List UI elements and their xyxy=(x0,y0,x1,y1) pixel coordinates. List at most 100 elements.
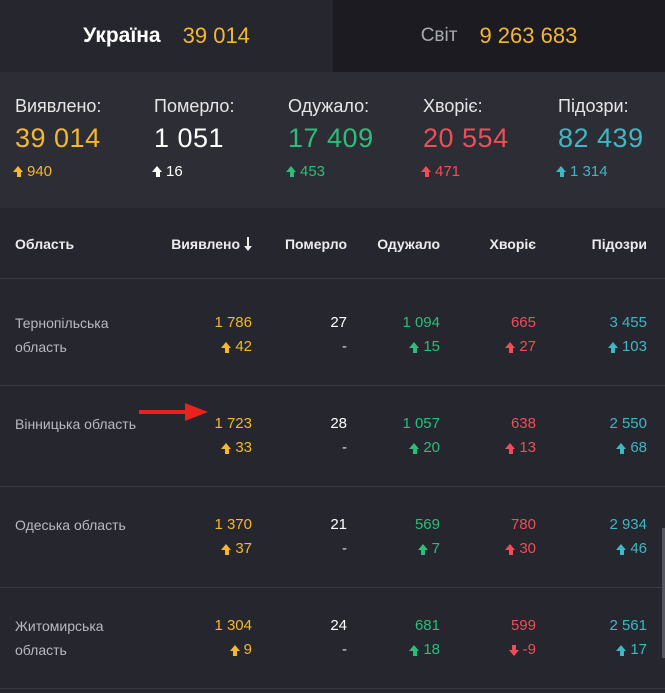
regions-table: Область Виявлено Померло Одужало Хворіє … xyxy=(0,208,665,693)
detected-cell: 1 370 37 xyxy=(214,513,252,561)
sick-cell: 665 27 xyxy=(505,311,536,359)
table-body: Тернопільська область 1 786 42 27 - 1 09… xyxy=(0,285,665,689)
suspected-cell: 2 934 46 xyxy=(609,513,647,561)
arrow-up-icon xyxy=(616,442,627,454)
table-row[interactable]: Одеська область 1 370 37 21 - 569 7 780 … xyxy=(0,487,665,588)
recovered-delta: 7 xyxy=(415,537,440,561)
region-name: Вінницька область xyxy=(15,416,136,432)
tab-world[interactable]: Світ 9 263 683 xyxy=(333,0,665,72)
delta-value: 42 xyxy=(235,338,252,355)
stat-value: 20 554 xyxy=(423,123,509,153)
region-name: Одеська область xyxy=(15,517,126,533)
recovered-cell: 569 7 xyxy=(415,513,440,561)
sick-cell: 638 13 xyxy=(505,412,536,460)
delta-value: - xyxy=(342,439,347,456)
sort-down-arrow-icon xyxy=(244,237,252,251)
stat-label: Підозри: xyxy=(558,96,629,116)
stat-delta: 453 xyxy=(286,163,374,180)
detected-cell: 1 304 9 xyxy=(214,614,252,662)
detected-value: 1 786 xyxy=(214,314,252,331)
arrow-up-icon xyxy=(409,442,420,454)
arrow-up-icon xyxy=(152,166,162,177)
stat-delta-value: 940 xyxy=(27,163,53,180)
delta-value: 37 xyxy=(235,540,252,557)
sick-cell: 780 30 xyxy=(505,513,536,561)
header-detected-label: Виявлено xyxy=(171,236,240,252)
header-detected[interactable]: Виявлено xyxy=(171,236,252,252)
suspected-delta: 17 xyxy=(609,638,647,662)
delta-value: 7 xyxy=(431,540,440,557)
stat-suspected: Підозри: 82 439 1 314 xyxy=(556,96,644,180)
table-row[interactable]: Вінницька область 1 723 33 28 - 1 057 20… xyxy=(0,386,665,487)
table-row[interactable]: Тернопільська область 1 786 42 27 - 1 09… xyxy=(0,285,665,386)
tab-world-count: 9 263 683 xyxy=(479,23,578,48)
scrollbar[interactable] xyxy=(662,528,665,658)
recovered-cell: 681 18 xyxy=(409,614,440,662)
sick-delta: 30 xyxy=(505,537,536,561)
delta-value: 33 xyxy=(235,439,252,456)
recovered-delta: 18 xyxy=(409,638,440,662)
stat-dead: Померло: 1 051 16 xyxy=(152,96,234,180)
tab-ukraine-name: Україна xyxy=(83,24,161,47)
delta-value: - xyxy=(342,338,347,355)
dead-value: 21 xyxy=(330,516,347,533)
suspected-cell: 2 561 17 xyxy=(609,614,647,662)
stat-detected: Виявлено: 39 014 940 xyxy=(13,96,101,180)
sick-value: 638 xyxy=(510,415,536,432)
header-dead[interactable]: Померло xyxy=(284,236,347,252)
arrow-up-icon xyxy=(221,341,232,353)
stat-delta: 940 xyxy=(13,163,101,180)
sick-value: 780 xyxy=(510,516,536,533)
arrow-up-icon xyxy=(607,341,618,353)
detected-delta: 33 xyxy=(214,436,252,460)
arrow-up-icon xyxy=(616,543,627,555)
stat-recovered: Одужало: 17 409 453 xyxy=(286,96,374,180)
stat-value: 17 409 xyxy=(288,123,374,153)
stat-delta-value: 471 xyxy=(435,163,461,180)
recovered-value: 569 xyxy=(414,516,440,533)
dead-value: 28 xyxy=(330,415,347,432)
suspected-delta: 68 xyxy=(609,436,647,460)
delta-value: 68 xyxy=(630,439,647,456)
arrow-up-icon xyxy=(286,166,296,177)
sick-cell: 599 -9 xyxy=(508,614,536,662)
recovered-value: 1 057 xyxy=(402,415,440,432)
dead-value: 24 xyxy=(330,617,347,634)
table-header: Область Виявлено Померло Одужало Хворіє … xyxy=(0,208,665,279)
dead-cell: 27 - xyxy=(330,311,347,359)
recovered-value: 681 xyxy=(414,617,440,634)
arrow-up-icon xyxy=(556,166,566,177)
detected-delta: 42 xyxy=(214,335,252,359)
header-sick[interactable]: Хворіє xyxy=(489,236,536,252)
arrow-up-icon xyxy=(421,166,431,177)
stat-delta-value: 16 xyxy=(166,163,183,180)
arrow-down-icon xyxy=(508,644,519,656)
delta-value: 13 xyxy=(519,439,536,456)
dead-cell: 21 - xyxy=(330,513,347,561)
header-suspected[interactable]: Підозри xyxy=(591,236,647,252)
dead-delta: - xyxy=(330,335,347,359)
delta-value: 27 xyxy=(519,338,536,355)
delta-value: 18 xyxy=(423,641,440,658)
delta-value: -9 xyxy=(522,641,536,658)
suspected-value: 2 934 xyxy=(609,516,647,533)
arrow-up-icon xyxy=(409,341,420,353)
recovered-cell: 1 094 15 xyxy=(402,311,440,359)
recovered-cell: 1 057 20 xyxy=(402,412,440,460)
tab-ukraine[interactable]: Україна 39 014 xyxy=(0,0,333,72)
suspected-cell: 2 550 68 xyxy=(609,412,647,460)
tab-world-name: Світ xyxy=(420,25,458,46)
suspected-delta: 103 xyxy=(607,335,647,359)
header-region[interactable]: Область xyxy=(15,236,75,252)
dead-delta: - xyxy=(330,638,347,662)
stat-value: 82 439 xyxy=(558,123,644,153)
dead-delta: - xyxy=(330,436,347,460)
arrow-up-icon xyxy=(505,543,516,555)
table-row[interactable]: Житомирська область 1 304 9 24 - 681 18 … xyxy=(0,588,665,689)
tab-ukraine-count: 39 014 xyxy=(182,23,250,48)
header-recovered[interactable]: Одужало xyxy=(377,236,440,252)
sick-delta: -9 xyxy=(508,638,536,662)
region-name: Житомирська область xyxy=(15,618,104,658)
summary-panel: Виявлено: 39 014 940 Померло: 1 051 16 О… xyxy=(0,72,665,208)
region-name: Тернопільська область xyxy=(15,315,109,355)
